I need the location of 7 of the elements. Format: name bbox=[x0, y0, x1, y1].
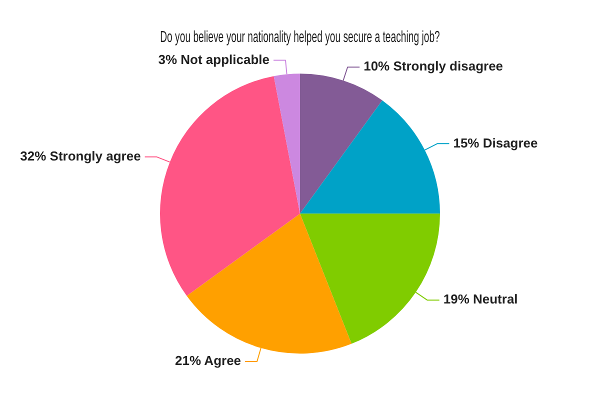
chart-title: Do you believe your nationality helped you secure a teaching job? bbox=[160, 27, 440, 46]
slice-label: 15% Disagree bbox=[453, 135, 538, 150]
slice-label: 10% Strongly disagree bbox=[364, 58, 504, 74]
slice-label: 3% Not applicable bbox=[158, 52, 270, 67]
slice-label: 32% Strongly agree bbox=[20, 148, 141, 164]
slice-label: 21% Agree bbox=[175, 353, 242, 368]
slice-label: 19% Neutral bbox=[443, 292, 518, 307]
